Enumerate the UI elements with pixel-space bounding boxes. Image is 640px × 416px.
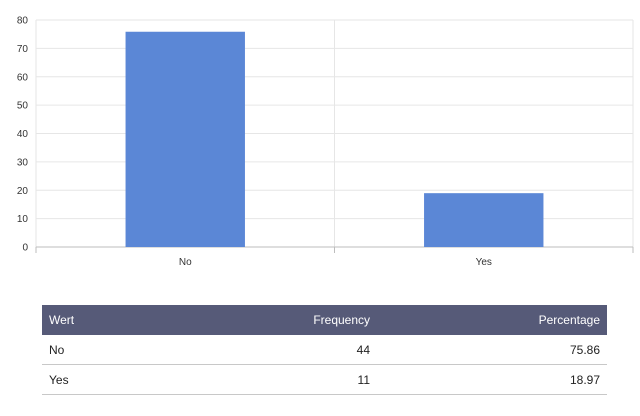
table-row: No 44 75.86 — [42, 335, 607, 365]
cell-value: Yes — [42, 364, 162, 395]
cell-percentage: 18.97 — [377, 364, 607, 395]
y-tick-label: 20 — [17, 186, 29, 197]
bar — [125, 31, 245, 247]
bar-chart: 0 10 20 30 40 50 60 70 80 No Yes — [17, 16, 634, 268]
cell-frequency: 44 — [161, 335, 378, 365]
y-tick-label: 40 — [17, 129, 29, 140]
cell-percentage: 75.86 — [377, 335, 607, 365]
y-tick-label: 50 — [17, 101, 29, 112]
y-tick-label: 70 — [17, 44, 29, 55]
y-tick-label: 30 — [17, 157, 29, 168]
x-tick-label: No — [179, 257, 192, 268]
frequency-table: Wert Frequency Percentage No 44 75.86 Ye… — [42, 305, 607, 395]
table-row: Yes 11 18.97 — [42, 364, 607, 395]
y-tick-label: 80 — [17, 16, 29, 27]
bar — [424, 193, 544, 247]
header-frequency: Frequency — [161, 305, 378, 335]
cell-value: No — [42, 335, 162, 365]
header-wert: Wert — [42, 305, 162, 335]
y-tick-label: 60 — [17, 72, 29, 83]
cell-frequency: 11 — [161, 364, 378, 395]
y-tick-label: 10 — [17, 214, 29, 225]
y-tick-label: 0 — [22, 243, 28, 254]
table-header-row: Wert Frequency Percentage — [42, 305, 607, 335]
header-percentage: Percentage — [377, 305, 607, 335]
x-tick-label: Yes — [476, 257, 492, 268]
